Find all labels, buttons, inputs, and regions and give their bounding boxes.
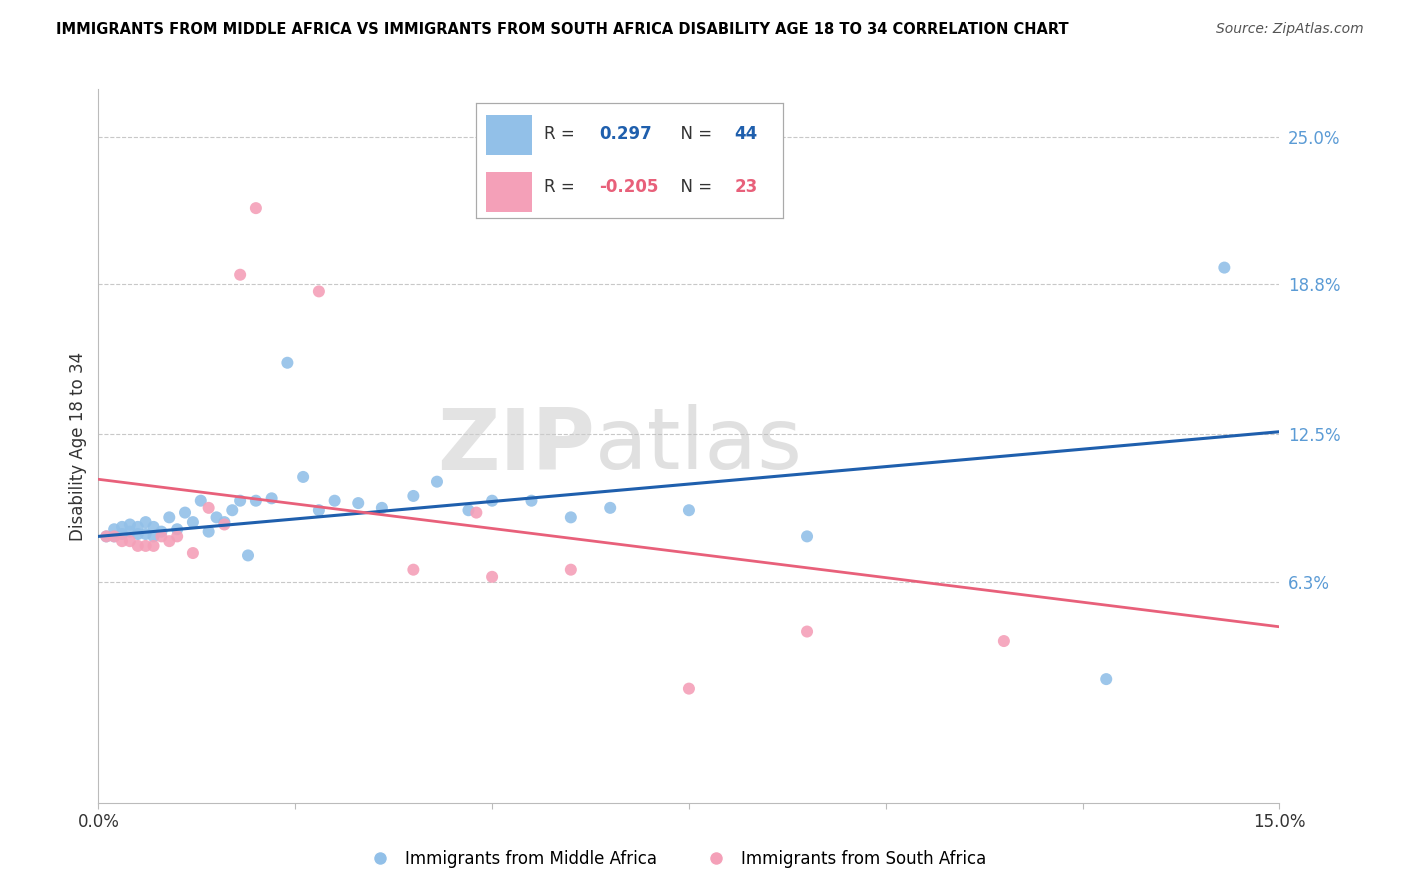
Point	[292, 470, 315, 484]
Point	[796, 624, 818, 639]
Text: 23: 23	[734, 178, 758, 196]
Point	[245, 201, 267, 215]
Point	[127, 520, 149, 534]
Text: R =: R =	[544, 125, 579, 144]
Text: N =: N =	[669, 178, 717, 196]
Point	[796, 529, 818, 543]
Point	[1213, 260, 1236, 275]
Text: 0.297: 0.297	[599, 125, 652, 144]
Point	[142, 539, 165, 553]
Point	[111, 534, 134, 549]
FancyBboxPatch shape	[485, 115, 531, 155]
Point	[347, 496, 370, 510]
Point	[214, 515, 236, 529]
Point	[103, 529, 125, 543]
Point	[197, 524, 219, 539]
Point	[135, 539, 157, 553]
Point	[520, 493, 543, 508]
Point	[111, 520, 134, 534]
Point	[308, 285, 330, 299]
Point	[229, 493, 252, 508]
Point	[205, 510, 228, 524]
Text: -0.205: -0.205	[599, 178, 658, 196]
Point	[1095, 672, 1118, 686]
Point	[599, 500, 621, 515]
Text: 44: 44	[734, 125, 758, 144]
Point	[197, 500, 219, 515]
Point	[127, 539, 149, 553]
Point	[190, 493, 212, 508]
Point	[135, 515, 157, 529]
Point	[142, 520, 165, 534]
Point	[150, 524, 173, 539]
Point	[166, 522, 188, 536]
Point	[402, 489, 425, 503]
Point	[229, 268, 252, 282]
Point	[118, 524, 141, 539]
Point	[426, 475, 449, 489]
Point	[323, 493, 346, 508]
FancyBboxPatch shape	[485, 172, 531, 212]
Point	[142, 529, 165, 543]
Point	[993, 634, 1015, 648]
Text: Source: ZipAtlas.com: Source: ZipAtlas.com	[1216, 22, 1364, 37]
Point	[111, 527, 134, 541]
Point	[157, 534, 180, 549]
Point	[560, 510, 582, 524]
Point	[371, 500, 394, 515]
Y-axis label: Disability Age 18 to 34: Disability Age 18 to 34	[69, 351, 87, 541]
Text: ZIP: ZIP	[437, 404, 595, 488]
Point	[402, 563, 425, 577]
Point	[103, 529, 125, 543]
Point	[481, 570, 503, 584]
Point	[181, 515, 204, 529]
Point	[457, 503, 479, 517]
Point	[150, 529, 173, 543]
Text: N =: N =	[669, 125, 717, 144]
Point	[166, 529, 188, 543]
Point	[308, 503, 330, 517]
Point	[276, 356, 298, 370]
Legend: Immigrants from Middle Africa, Immigrants from South Africa: Immigrants from Middle Africa, Immigrant…	[357, 844, 993, 875]
Text: IMMIGRANTS FROM MIDDLE AFRICA VS IMMIGRANTS FROM SOUTH AFRICA DISABILITY AGE 18 : IMMIGRANTS FROM MIDDLE AFRICA VS IMMIGRA…	[56, 22, 1069, 37]
Point	[260, 491, 283, 506]
Point	[221, 503, 243, 517]
Point	[678, 681, 700, 696]
Point	[174, 506, 197, 520]
Point	[678, 503, 700, 517]
Text: R =: R =	[544, 178, 579, 196]
Point	[157, 510, 180, 524]
Point	[236, 549, 259, 563]
Point	[465, 506, 488, 520]
Point	[96, 529, 118, 543]
Point	[560, 563, 582, 577]
Point	[127, 527, 149, 541]
Point	[245, 493, 267, 508]
Point	[181, 546, 204, 560]
Point	[103, 522, 125, 536]
Point	[118, 517, 141, 532]
Point	[96, 529, 118, 543]
Text: atlas: atlas	[595, 404, 803, 488]
Point	[481, 493, 503, 508]
Point	[118, 534, 141, 549]
Point	[135, 527, 157, 541]
Point	[214, 517, 236, 532]
